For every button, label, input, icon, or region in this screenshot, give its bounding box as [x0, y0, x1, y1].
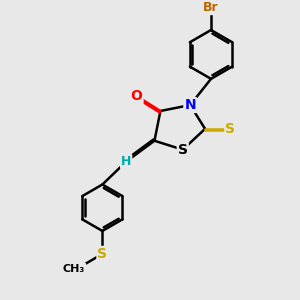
Text: CH₃: CH₃	[63, 264, 85, 274]
Text: N: N	[184, 98, 196, 112]
Text: H: H	[121, 155, 131, 168]
Text: O: O	[131, 89, 142, 103]
Text: Br: Br	[203, 1, 219, 14]
Text: S: S	[98, 247, 107, 261]
Text: S: S	[225, 122, 236, 136]
Text: S: S	[178, 143, 188, 157]
